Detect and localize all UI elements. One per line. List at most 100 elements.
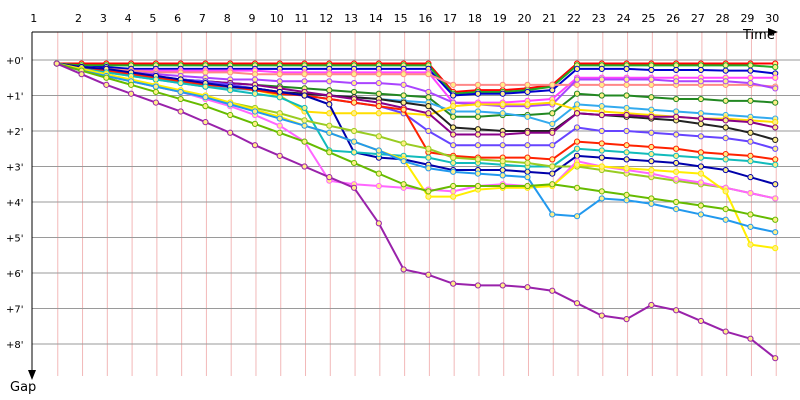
data-point xyxy=(375,147,382,154)
data-point xyxy=(673,113,680,120)
data-point xyxy=(673,66,680,74)
data-point xyxy=(350,149,358,156)
data-point xyxy=(474,156,482,163)
data-point xyxy=(450,124,457,131)
x-tick-label: 16 xyxy=(418,12,432,25)
data-point xyxy=(177,88,184,96)
data-point xyxy=(400,181,407,188)
data-point xyxy=(474,182,482,190)
data-point xyxy=(474,131,482,138)
data-point xyxy=(722,97,729,104)
data-point xyxy=(524,101,531,108)
data-point xyxy=(722,328,729,335)
data-point xyxy=(450,113,457,120)
data-point xyxy=(549,181,556,188)
data-point xyxy=(772,156,779,163)
data-point xyxy=(499,101,506,108)
series-lines xyxy=(53,60,779,362)
data-point xyxy=(573,124,581,131)
data-point xyxy=(697,66,705,74)
data-point xyxy=(598,188,605,195)
data-point xyxy=(400,266,407,273)
data-point xyxy=(623,149,630,156)
data-point xyxy=(623,104,630,112)
data-point xyxy=(697,120,705,128)
data-point xyxy=(697,211,705,218)
data-point xyxy=(598,195,605,202)
y-tick-label: +7' xyxy=(6,305,24,316)
data-point xyxy=(326,87,333,94)
data-point xyxy=(400,92,407,99)
series-line xyxy=(56,62,776,168)
series-line xyxy=(56,62,776,161)
data-point xyxy=(573,110,581,117)
data-point xyxy=(747,97,754,104)
data-point xyxy=(772,124,779,131)
x-tick-label: 4 xyxy=(125,12,132,25)
data-point xyxy=(623,81,630,88)
data-point xyxy=(772,216,779,223)
data-point xyxy=(549,142,556,149)
data-point xyxy=(772,161,779,168)
data-point xyxy=(251,120,259,128)
x-tick-label: 25 xyxy=(641,12,655,25)
data-point xyxy=(499,90,506,97)
data-point xyxy=(251,76,259,83)
data-point xyxy=(350,184,358,191)
data-point xyxy=(772,229,779,236)
data-point xyxy=(450,108,457,115)
data-point xyxy=(400,99,407,106)
data-point xyxy=(623,92,630,99)
data-point xyxy=(573,145,581,152)
data-point xyxy=(450,92,457,99)
x-tick-label: 30 xyxy=(765,12,779,25)
data-point xyxy=(549,110,556,117)
data-point xyxy=(772,136,779,143)
data-point xyxy=(648,76,655,83)
data-point xyxy=(697,170,705,177)
data-point xyxy=(598,81,605,88)
data-point xyxy=(350,99,358,106)
data-point xyxy=(673,145,680,152)
data-point xyxy=(772,195,779,202)
data-point xyxy=(450,154,457,161)
y-axis-title: Gap xyxy=(10,380,36,395)
series-line xyxy=(56,62,776,359)
data-point xyxy=(152,76,159,83)
x-tick-label: 19 xyxy=(493,12,507,25)
data-point xyxy=(301,117,308,124)
data-point xyxy=(251,108,259,115)
x-tick-label: 24 xyxy=(617,12,631,25)
data-point xyxy=(648,166,655,174)
data-point xyxy=(350,110,358,117)
y-tick-label: +4' xyxy=(6,198,24,209)
data-point xyxy=(697,78,705,85)
data-point xyxy=(772,245,779,252)
data-point xyxy=(573,65,581,72)
data-point xyxy=(598,103,605,110)
data-point xyxy=(425,103,432,110)
data-point xyxy=(524,88,531,96)
data-point xyxy=(722,62,729,69)
data-point xyxy=(524,129,531,136)
data-point xyxy=(549,129,556,136)
data-point xyxy=(499,282,506,289)
data-point xyxy=(573,152,581,159)
series-line xyxy=(56,62,776,97)
data-point xyxy=(474,126,482,133)
data-point xyxy=(450,142,457,149)
data-point xyxy=(450,81,457,88)
data-point xyxy=(326,129,333,136)
data-point xyxy=(747,190,754,197)
data-point xyxy=(623,316,630,323)
data-point xyxy=(573,184,581,191)
data-point xyxy=(450,188,457,195)
data-point xyxy=(573,76,581,83)
data-point xyxy=(673,198,680,206)
data-point xyxy=(598,76,605,83)
data-point xyxy=(450,159,457,167)
data-point xyxy=(747,62,754,69)
data-point xyxy=(474,90,482,97)
data-point xyxy=(127,81,135,88)
data-point xyxy=(722,124,729,131)
